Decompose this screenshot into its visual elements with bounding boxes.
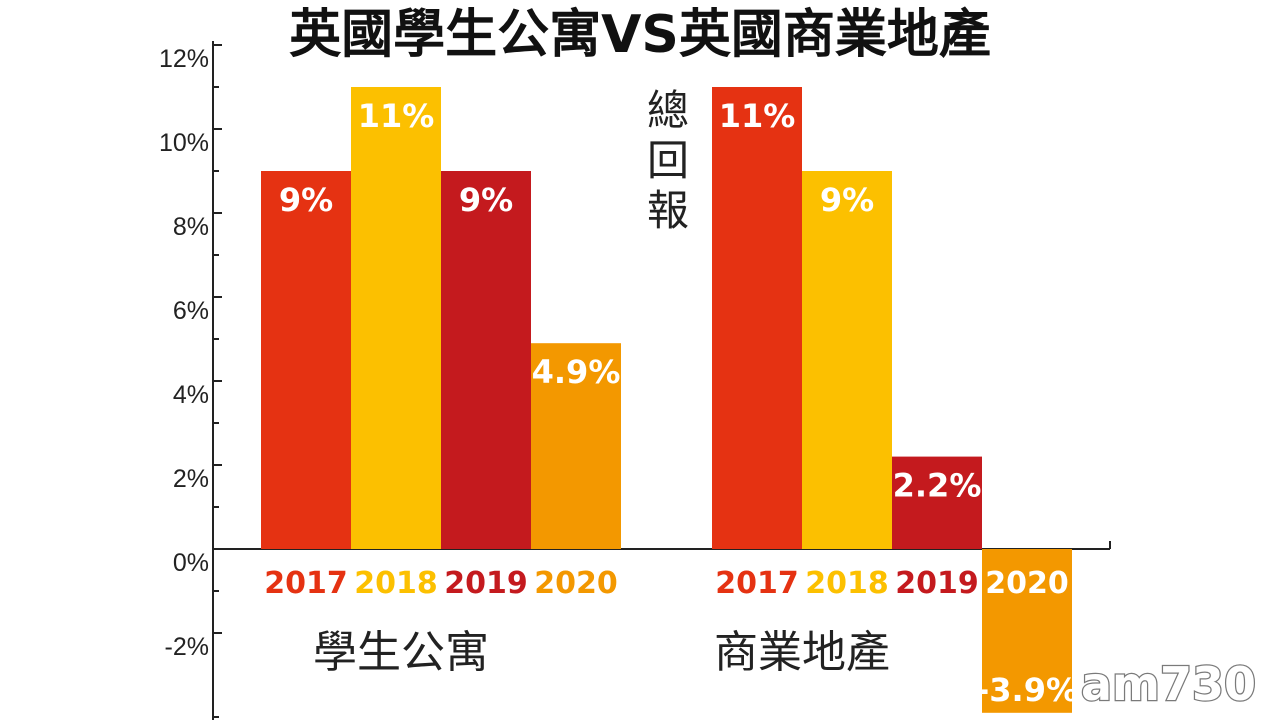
data-label: -3.9% [976,671,1078,709]
y-tick-label: 10% [159,129,209,157]
bar [531,343,621,549]
group-label: 商業地產 [714,627,890,678]
bar [351,87,441,549]
group-label: 學生公寓 [313,627,489,678]
y-tick-label: 12% [159,45,209,73]
data-label: 11% [358,97,435,135]
y-tick-label: 0% [173,549,209,577]
year-label: 2017 [264,566,348,601]
y-tick-label: 8% [173,213,209,241]
am730-logo: am730 [1081,657,1256,711]
year-label: 2019 [895,566,979,601]
y-axis-label-char: 回 [647,136,689,185]
data-label: 9% [820,181,874,219]
y-tick-label: 4% [173,381,209,409]
year-label: 2018 [354,566,438,601]
data-label: 9% [279,181,333,219]
data-label: 4.9% [532,353,621,391]
bar [982,549,1072,713]
y-axis-label-char: 報 [647,186,689,235]
y-axis-label: 總回報 [647,86,689,235]
y-tick-label: 6% [173,297,209,325]
y-axis-label-char: 總 [647,86,689,135]
bars-layer [261,87,1072,713]
bar [892,456,982,549]
bar [261,171,351,549]
year-label: 2020 [534,566,618,601]
y-tick-label: 2% [173,465,209,493]
bar [441,171,531,549]
year-label: 2020 [985,566,1069,601]
bar [712,87,802,549]
year-label: 2019 [444,566,528,601]
chart-title: 英國學生公寓VS英國商業地產 [289,5,991,65]
bar [802,171,892,549]
year-label: 2018 [805,566,889,601]
data-label: 2.2% [893,467,982,505]
year-label: 2017 [715,566,799,601]
data-label: 9% [459,181,513,219]
data-label: 11% [719,97,796,135]
labels-layer: 9% 2017 11% 2018 9% 2019 4.9% 2020 學生公寓 11% 2017 9%… [264,97,1078,709]
y-tick-label: -2% [165,633,209,661]
